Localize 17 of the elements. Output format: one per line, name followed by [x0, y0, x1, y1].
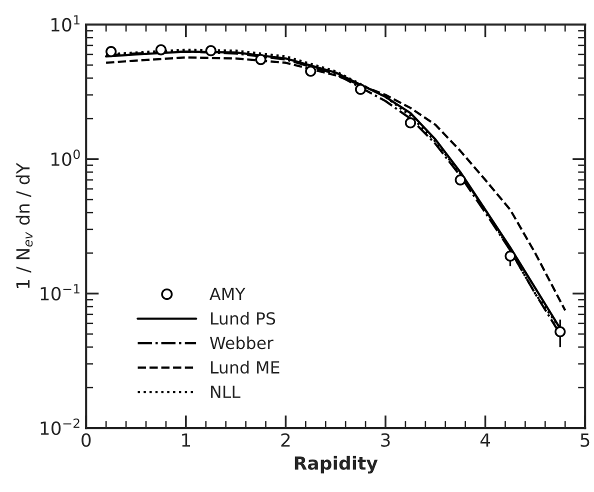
x-tick-label: 1 — [182, 433, 190, 447]
x-tick-label: 5 — [580, 433, 590, 447]
x-tick-label: 0 — [82, 433, 91, 447]
x-tick-label: 3 — [381, 433, 390, 447]
y-tick-label: 10$^{0}$ — [51, 150, 80, 166]
y-tick-label: 10$^{1}$ — [51, 15, 80, 32]
legend-label: AMY — [210, 288, 246, 300]
y-axis-title: 1 / N$_{ev}$ dn / dY — [16, 162, 33, 288]
legend-label: NLL — [211, 386, 240, 398]
x-axis-title: Rapidity — [294, 456, 378, 474]
legend-label: Lund PS — [211, 312, 276, 325]
y-tick-label: 10$^{−2}$ — [40, 418, 80, 436]
legend-label: Lund ME — [211, 360, 280, 374]
x-tick-label: 2 — [281, 433, 290, 447]
y-tick-label: 10$^{−1}$ — [40, 284, 80, 301]
x-tick-label: 4 — [480, 433, 490, 447]
legend-label: Webber — [210, 336, 274, 350]
